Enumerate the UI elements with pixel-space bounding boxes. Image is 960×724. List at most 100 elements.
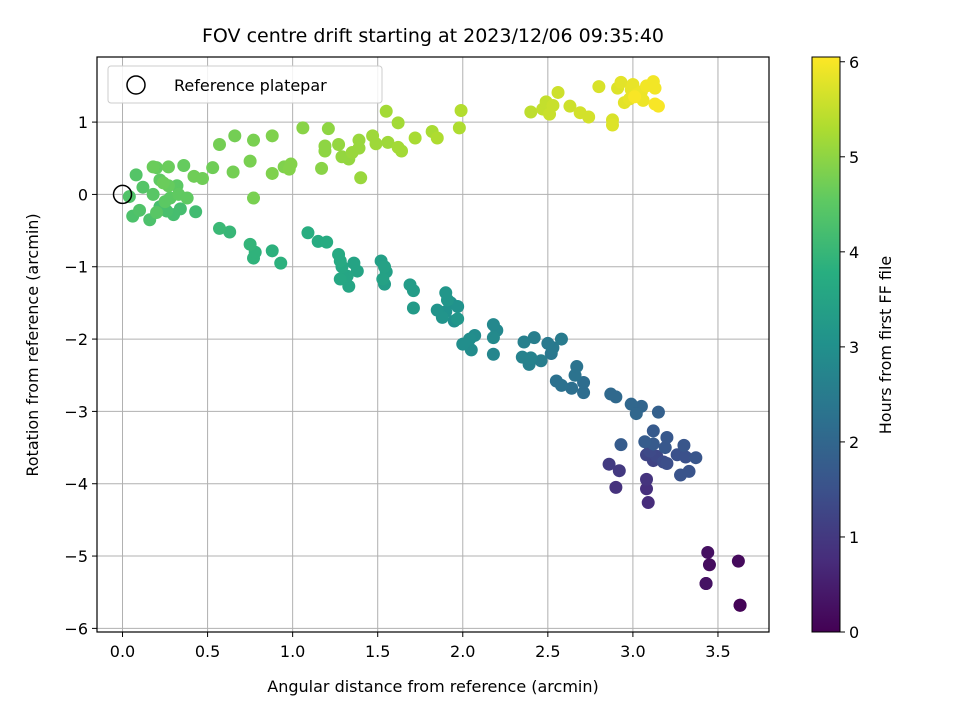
data-point [554,332,568,346]
data-point [378,260,392,274]
y-axis-ticks: 1 0 −1 −2 −3 −4 −5 −6 [64,113,97,638]
y-tick-label: −2 [64,330,88,349]
data-point [651,405,665,419]
data-point [592,80,606,94]
data-point [146,160,160,174]
x-tick-label: 1.5 [365,642,390,661]
legend-box [107,65,383,104]
data-point [658,441,672,455]
data-point [321,122,335,136]
colorbar-ticks: 0 1 2 3 4 5 6 [840,53,859,642]
y-tick-label: 0 [78,185,88,204]
y-tick-label: 1 [78,113,88,132]
x-tick-label: 0.0 [110,642,135,661]
data-point [527,331,541,345]
data-point [486,347,500,361]
data-point [296,121,310,135]
data-point [731,554,745,568]
x-tick-label: 0.5 [195,642,220,661]
x-axis-label: Angular distance from reference (arcmin) [267,677,598,696]
data-point [247,133,261,147]
data-point [640,482,654,496]
data-point [541,336,555,350]
colorbar: 0 1 2 3 4 5 6 Hours from first FF file [811,53,895,642]
data-point [524,351,538,365]
colorbar-tick-label: 4 [849,243,859,262]
data-point [247,191,261,205]
data-point [733,598,747,612]
data-point [577,386,591,400]
data-point [376,272,390,286]
data-point [605,118,619,132]
reference-marker [112,184,133,205]
data-point [228,129,242,143]
data-point [640,472,654,486]
data-point [439,286,453,300]
data-point [689,451,703,465]
data-point [612,464,626,478]
data-point [430,303,444,317]
data-point [243,237,257,251]
data-point [629,407,643,421]
data-point [628,90,642,104]
data-point [454,104,468,118]
colorbar-tick-label: 6 [849,53,859,72]
data-point [391,140,405,154]
data-point [701,545,715,559]
data-point [332,247,346,261]
data-point [682,464,696,478]
data-point [133,203,147,217]
colorbar-tick-label: 1 [849,528,859,547]
data-point [177,158,191,172]
data-point [486,318,500,332]
data-point [614,75,628,89]
data-point [284,157,298,171]
data-point [342,279,356,293]
x-axis-ticks: 0.0 0.5 1.0 1.5 2.0 2.5 3.0 3.5 [110,632,731,661]
data-point [641,496,655,510]
data-point [646,424,660,438]
data-point [546,98,560,112]
colorbar-tick-label: 5 [849,148,859,167]
colorbar-tick-label: 0 [849,623,859,642]
x-tick-label: 2.5 [535,642,560,661]
data-point [651,99,665,113]
data-point [565,381,579,395]
data-point [406,301,420,315]
data-point [551,85,565,99]
colorbar-tick-label: 2 [849,433,859,452]
data-point [315,161,329,175]
y-tick-label: −6 [64,619,88,638]
data-point [354,171,368,185]
data-point [243,154,257,168]
data-point [352,141,366,155]
legend-open-circle-icon [126,75,146,95]
data-point [570,360,584,374]
data-point [699,577,713,591]
data-point [189,205,203,219]
data-point [660,456,674,470]
data-point [582,110,596,124]
data-point [660,430,674,444]
y-axis-label: Rotation from reference (arcmin) [23,213,42,476]
data-point [452,121,466,135]
data-point [136,180,150,194]
data-point [122,190,136,204]
data-point [301,226,315,240]
data-point [379,104,393,118]
data-point [609,480,623,494]
data-point [369,137,383,151]
data-point [563,99,577,113]
reference-platepar-point [112,184,133,205]
data-point [408,131,422,145]
y-tick-label: −1 [64,258,88,277]
data-point [195,172,209,186]
plot-frame [96,56,770,633]
data-point [274,256,288,270]
data-point [534,354,548,368]
data-point [206,161,220,175]
x-tick-label: 1.0 [280,642,305,661]
data-point [332,138,346,152]
data-point [638,435,652,449]
